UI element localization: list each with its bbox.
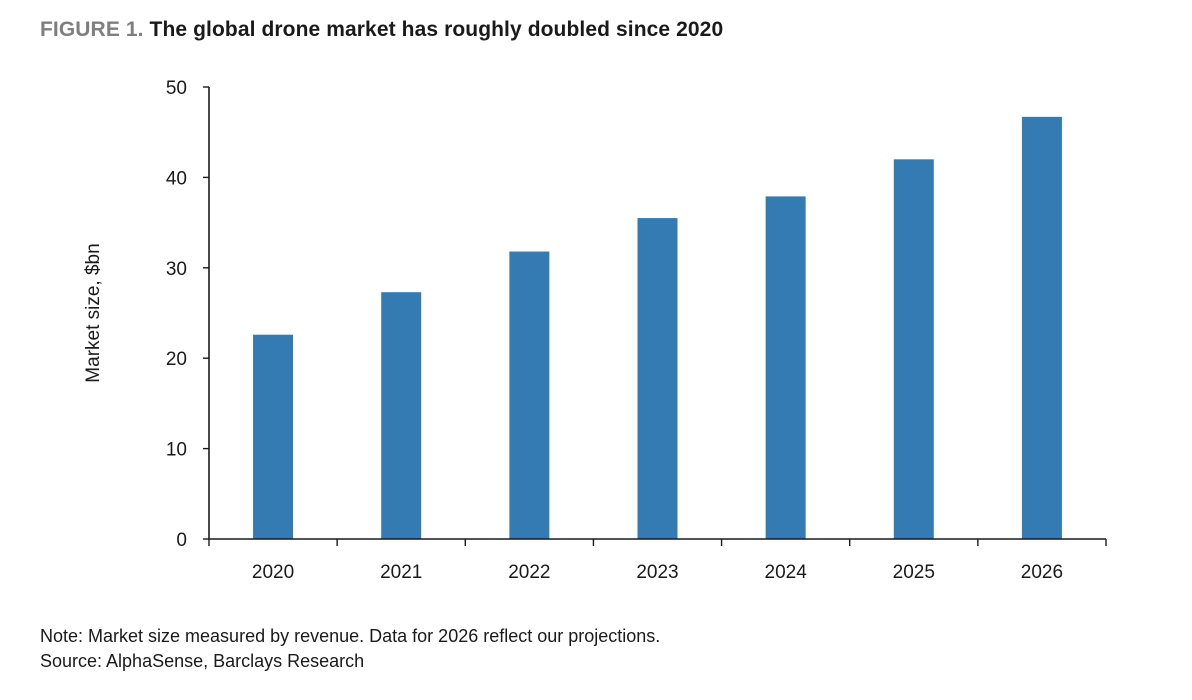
- y-tick-label-10: 10: [166, 440, 187, 461]
- source-text: Source: AlphaSense, Barclays Research: [40, 651, 365, 671]
- figure-label: FIGURE 1.: [40, 18, 144, 41]
- y-tick-label-20: 20: [166, 349, 187, 370]
- x-tick-label-2026: 2026: [1021, 562, 1063, 583]
- x-tick-label-2020: 2020: [252, 562, 294, 583]
- x-tick-label-2024: 2024: [765, 562, 808, 583]
- x-tick-label-2025: 2025: [893, 562, 935, 583]
- bar-2022: [509, 251, 550, 539]
- bar-2024: [765, 196, 806, 539]
- bar-2023: [637, 218, 678, 539]
- footnotes: Note: Market size measured by revenue. D…: [40, 624, 660, 674]
- y-tick-label-30: 30: [166, 259, 187, 280]
- figure-heading: The global drone market has roughly doub…: [149, 18, 724, 41]
- x-tick-label-2022: 2022: [508, 562, 550, 583]
- bar-2025: [893, 159, 934, 539]
- x-tick-label-2021: 2021: [380, 562, 422, 583]
- y-tick-label-0: 0: [176, 530, 187, 551]
- figure-title: FIGURE 1. The global drone market has ro…: [40, 18, 723, 42]
- bar-2026: [1021, 116, 1062, 539]
- note-text: Note: Market size measured by revenue. D…: [40, 626, 661, 646]
- x-tick-label-2023: 2023: [636, 562, 678, 583]
- bar-2021: [381, 292, 422, 539]
- y-axis-label: Market size, $bn: [83, 243, 104, 382]
- y-tick-label-40: 40: [166, 168, 187, 189]
- bars-layer: [253, 116, 1062, 539]
- y-tick-label-50: 50: [166, 78, 187, 99]
- axes-layer: 0 10 20 30 40 50 2020 2021 2022 2023 2024 2025 2026: [166, 78, 1107, 583]
- bar-2020: [253, 334, 294, 539]
